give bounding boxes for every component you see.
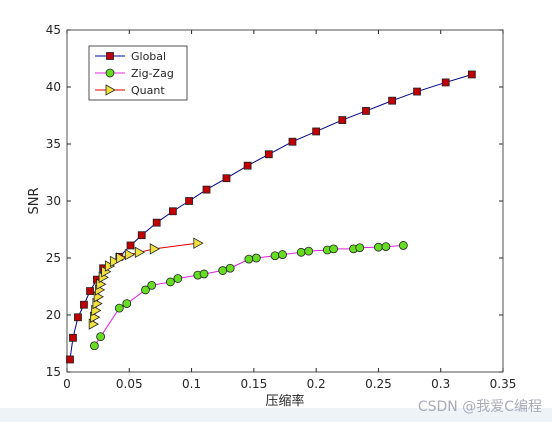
y-tick-label: 15 bbox=[46, 365, 61, 379]
x-tick-label: 0 bbox=[63, 377, 71, 391]
marker bbox=[270, 251, 280, 261]
y-tick-label: 30 bbox=[46, 194, 61, 208]
marker bbox=[96, 332, 106, 342]
y-tick-label: 40 bbox=[46, 80, 61, 94]
x-tick-label: 0.15 bbox=[240, 377, 267, 391]
marker bbox=[398, 241, 408, 250]
marker bbox=[122, 299, 132, 309]
marker bbox=[264, 150, 273, 159]
marker bbox=[173, 274, 183, 283]
marker bbox=[441, 78, 450, 87]
x-tick-label: 0.3 bbox=[431, 377, 450, 391]
marker bbox=[193, 237, 204, 249]
marker bbox=[86, 287, 94, 295]
x-tick-label: 0.05 bbox=[116, 377, 143, 391]
legend-label: Global bbox=[131, 50, 166, 63]
marker bbox=[141, 285, 150, 295]
marker bbox=[362, 107, 370, 115]
marker bbox=[168, 207, 177, 216]
y-axis-label: SNR bbox=[27, 187, 42, 214]
marker bbox=[116, 252, 127, 264]
marker bbox=[374, 242, 383, 252]
marker bbox=[199, 269, 209, 279]
marker bbox=[74, 313, 82, 322]
marker bbox=[329, 244, 338, 254]
legend-label: Zig-Zag bbox=[131, 67, 174, 80]
marker bbox=[104, 260, 116, 272]
y-tick-label: 45 bbox=[46, 23, 61, 37]
marker bbox=[467, 70, 476, 79]
marker bbox=[90, 341, 99, 351]
x-tick-label: 0.1 bbox=[182, 377, 201, 391]
marker bbox=[288, 137, 297, 146]
marker bbox=[80, 300, 88, 309]
marker bbox=[126, 241, 135, 250]
marker bbox=[114, 303, 124, 313]
x-tick-label: 0.35 bbox=[490, 377, 517, 391]
marker bbox=[105, 84, 116, 96]
y-tick-label: 20 bbox=[46, 308, 61, 322]
marker bbox=[66, 355, 74, 364]
marker bbox=[312, 127, 321, 136]
marker bbox=[296, 247, 306, 257]
x-tick-label: 0.25 bbox=[365, 377, 392, 391]
marker bbox=[152, 218, 161, 227]
marker bbox=[388, 96, 397, 105]
marker bbox=[137, 231, 146, 240]
marker bbox=[134, 246, 146, 258]
marker bbox=[106, 52, 114, 60]
x-tick-label: 0.2 bbox=[307, 377, 326, 391]
marker bbox=[147, 280, 157, 290]
y-tick-label: 25 bbox=[46, 251, 61, 265]
marker bbox=[222, 174, 231, 183]
y-tick-label: 35 bbox=[46, 137, 61, 151]
marker bbox=[105, 68, 115, 78]
marker bbox=[225, 263, 235, 273]
marker bbox=[69, 333, 77, 342]
marker bbox=[185, 197, 193, 205]
marker bbox=[109, 255, 121, 268]
marker bbox=[124, 248, 136, 261]
marker bbox=[381, 242, 391, 252]
marker bbox=[218, 266, 228, 275]
marker bbox=[165, 277, 175, 287]
marker bbox=[355, 243, 365, 253]
marker bbox=[244, 254, 254, 264]
marker bbox=[202, 185, 211, 194]
marker bbox=[278, 250, 287, 259]
legend-label: Quant bbox=[131, 84, 165, 97]
watermark: CSDN @我爱C编程 bbox=[417, 399, 542, 415]
marker bbox=[243, 161, 252, 170]
marker bbox=[149, 243, 161, 255]
chart: 压缩率 SNR 0 0.05 0.1 0.15 0.2 0.25 0.3 0.35 15 20 25… bbox=[27, 23, 517, 408]
marker bbox=[413, 87, 421, 96]
x-axis-label: 压缩率 bbox=[265, 393, 304, 408]
marker bbox=[251, 253, 261, 263]
marker bbox=[338, 116, 347, 124]
footer-strip bbox=[0, 408, 552, 422]
marker bbox=[304, 246, 314, 256]
